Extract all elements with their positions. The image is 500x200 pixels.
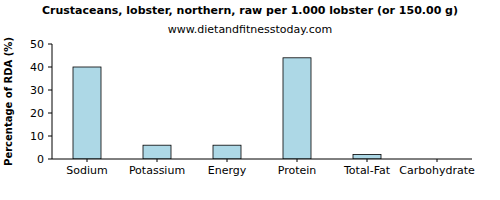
x-tick-label: Carbohydrate: [399, 164, 475, 177]
y-tick-label: 40: [30, 61, 44, 74]
y-axis-label: Percentage of RDA (%): [3, 37, 14, 166]
y-axis: [52, 44, 53, 159]
y-tick: [48, 136, 52, 137]
bar: [283, 58, 311, 159]
bar: [73, 67, 101, 159]
x-tick-label: Protein: [278, 164, 317, 177]
y-tick-label: 10: [30, 130, 44, 143]
y-tick-label: 30: [30, 84, 44, 97]
subtitle: www.dietandfitnesstoday.com: [168, 23, 332, 36]
bar: [213, 145, 241, 159]
x-tick-label: Potassium: [129, 164, 185, 177]
x-tick-label: Sodium: [66, 164, 107, 177]
title: Crustaceans, lobster, northern, raw per …: [42, 4, 458, 17]
y-tick: [48, 113, 52, 114]
bar: [143, 145, 171, 159]
y-tick-label: 20: [30, 107, 44, 120]
x-tick-label: Total-Fat: [343, 164, 391, 177]
y-tick-label: 50: [30, 38, 44, 51]
y-tick: [48, 44, 52, 45]
x-axis: [52, 159, 472, 160]
y-tick: [48, 159, 52, 160]
y-tick: [48, 90, 52, 91]
bar: [353, 154, 381, 159]
y-tick-label: 0: [37, 153, 44, 166]
chart: Crustaceans, lobster, northern, raw per …: [0, 0, 500, 200]
bars: [73, 58, 381, 159]
x-tick-label: Energy: [208, 164, 247, 177]
y-tick: [48, 67, 52, 68]
